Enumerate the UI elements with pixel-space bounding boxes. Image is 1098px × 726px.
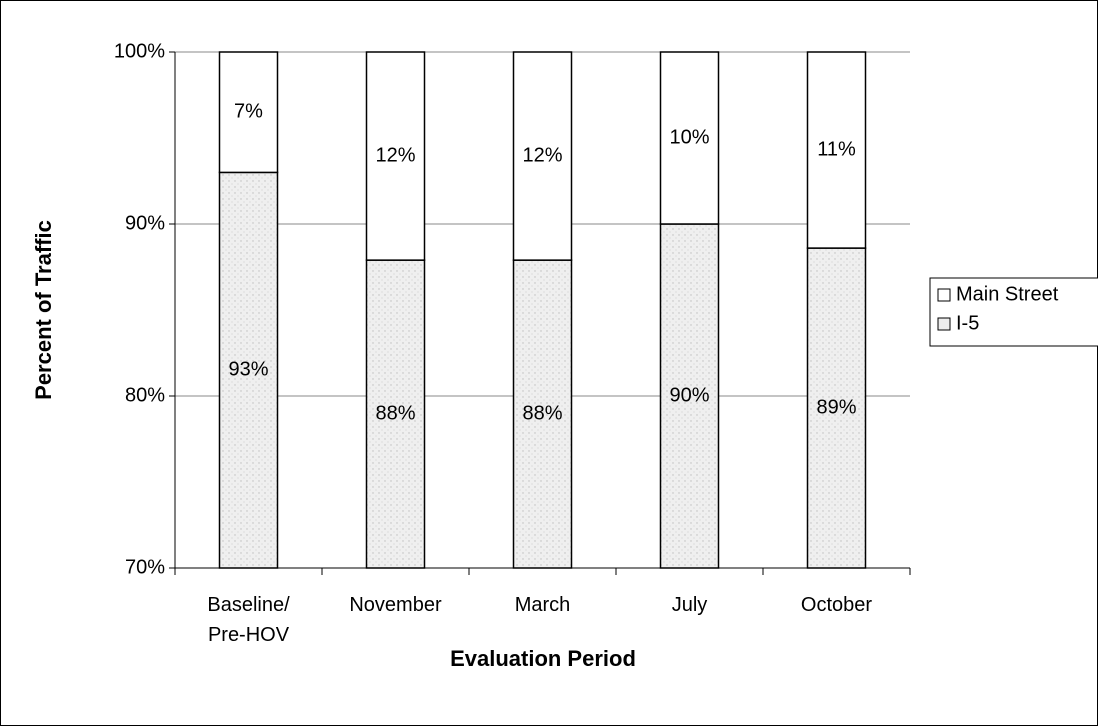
data-label: 88% [375,402,415,424]
y-tick-label: 70% [125,556,165,578]
x-tick-label: March [515,594,571,616]
bar-segment [806,51,867,249]
y-tick-label: 100% [114,40,165,62]
data-label: 12% [522,144,562,166]
y-tick-label: 90% [125,212,165,234]
data-label: 7% [234,100,263,122]
x-tick-label: July [672,594,708,616]
data-label: 12% [375,144,415,166]
data-label: 90% [669,384,709,406]
legend-label: I-5 [956,312,979,334]
legend-swatch [937,288,951,302]
bar-segment [218,51,279,174]
data-label: 93% [228,358,268,380]
legend-swatch [937,317,951,331]
bar-segment [365,259,426,569]
data-label: 89% [816,396,856,418]
x-tick-label: Baseline/Pre-HOV [207,594,290,646]
bar-segment [806,247,867,569]
y-tick-label: 80% [125,384,165,406]
data-label: 88% [522,402,562,424]
legend-box [929,277,1098,347]
bar-segment [659,223,720,569]
bar-segment [218,171,279,569]
bar-segment [365,51,426,261]
bar-segment [659,51,720,225]
x-tick-label: October [801,594,872,616]
x-axis-title: Evaluation Period [450,646,636,671]
x-tick-label: November [349,594,442,616]
bar-segment [512,51,573,261]
data-label: 10% [669,126,709,148]
data-label: 11% [817,138,856,160]
y-axis-title: Percent of Traffic [31,220,56,400]
legend-label: Main Street [956,283,1059,305]
